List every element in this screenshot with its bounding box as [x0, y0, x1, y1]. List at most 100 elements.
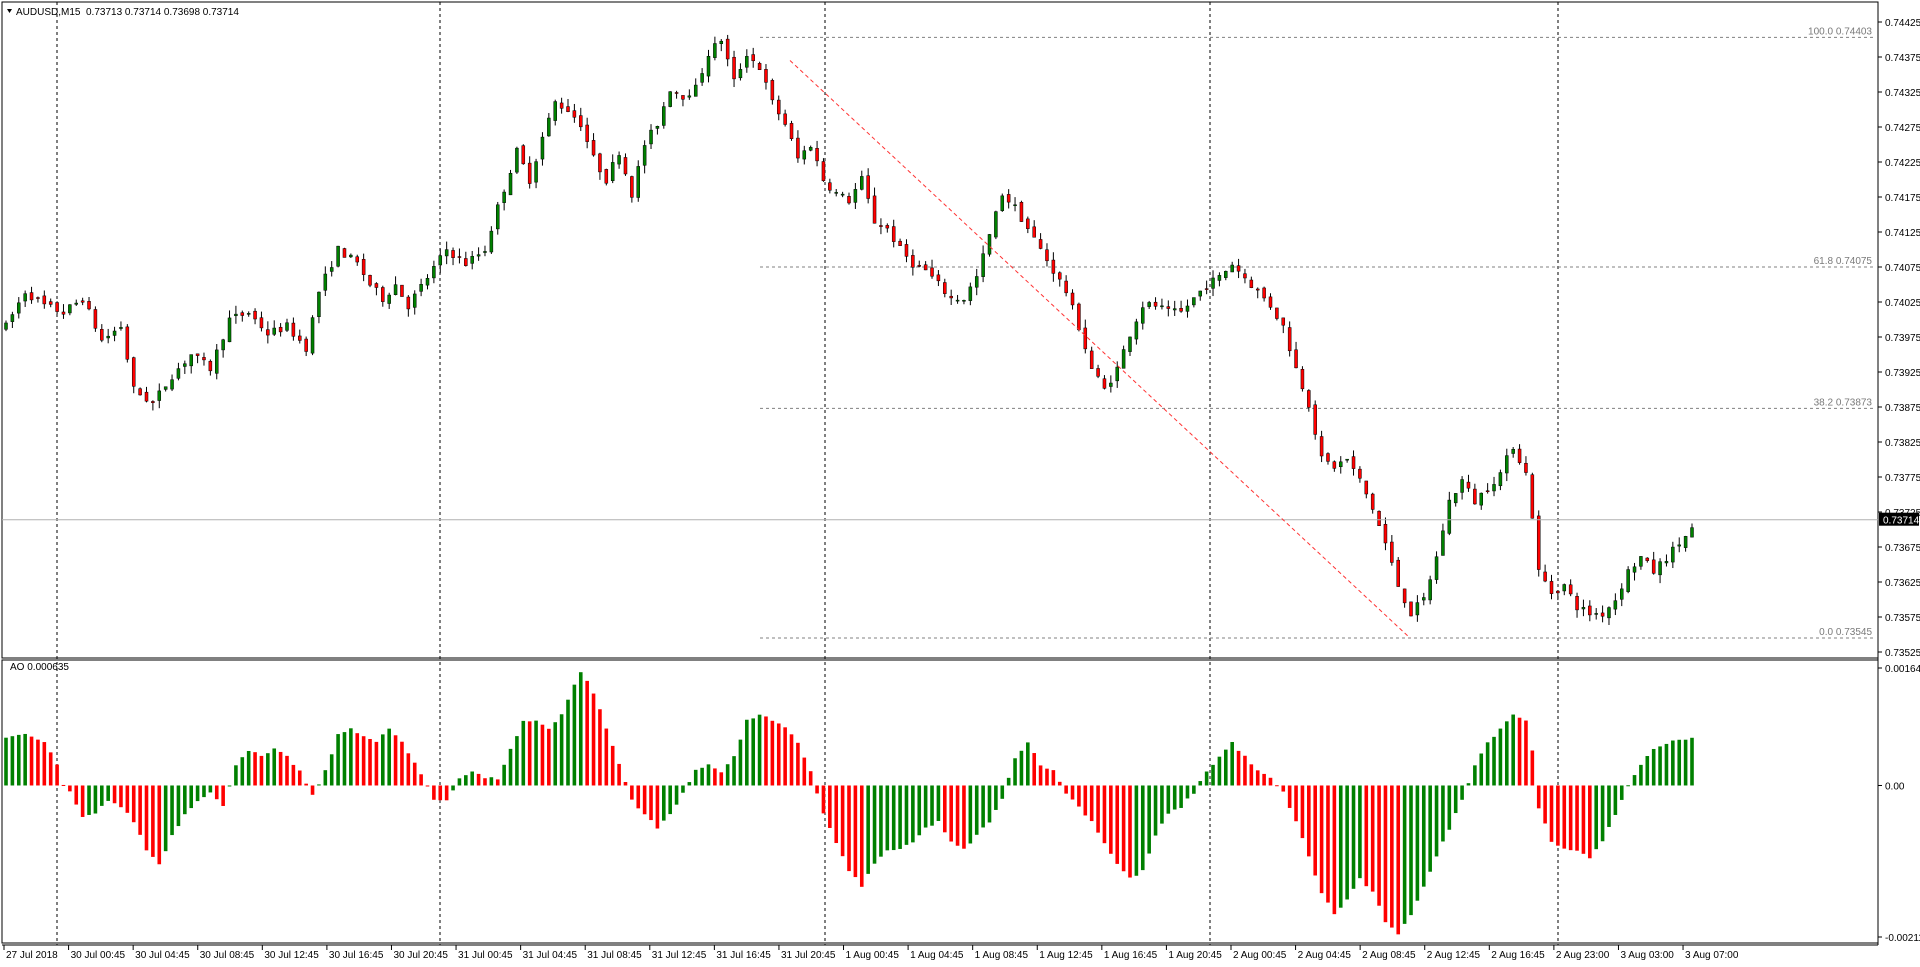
- candle-body: [227, 317, 232, 343]
- time-tick-label: 1 Aug 12:45: [1039, 950, 1093, 961]
- ao-bar: [853, 785, 858, 878]
- candle-body: [1032, 226, 1036, 238]
- ao-bar: [1645, 756, 1650, 786]
- candle-body: [17, 302, 21, 314]
- ao-bar: [1192, 785, 1196, 794]
- candle-body: [649, 129, 653, 145]
- candle-body: [904, 244, 909, 257]
- time-tick-label: 2 Aug 04:45: [1298, 950, 1352, 961]
- candle-body: [444, 249, 449, 257]
- price-axis: 0.74425 0.74375 0.74325 0.74275 0.74225 0.741…: [1878, 18, 1920, 659]
- time-tick-label: 2 Aug 08:45: [1362, 950, 1416, 961]
- candle-body: [202, 357, 206, 361]
- ao-tick-label: 0.00: [1885, 781, 1905, 792]
- candle-body: [151, 401, 155, 403]
- ao-bar: [1019, 750, 1024, 786]
- price-tick-label: 0.73975: [1885, 333, 1920, 344]
- ao-bar: [112, 785, 117, 804]
- candle-body: [1517, 448, 1522, 463]
- candle-body: [138, 388, 142, 396]
- ao-bar: [4, 737, 8, 786]
- candle-body: [636, 166, 640, 198]
- ao-bar: [1070, 785, 1075, 800]
- candle-body: [1588, 605, 1592, 616]
- ao-bar: [464, 775, 468, 786]
- candle-body: [623, 157, 628, 175]
- ao-bar: [981, 785, 985, 828]
- candle-body: [923, 264, 928, 271]
- candle-body: [1255, 288, 1260, 291]
- ao-bar: [1332, 785, 1337, 915]
- candle-body: [298, 335, 302, 341]
- time-tick-label: 31 Jul 16:45: [716, 950, 771, 961]
- price-tick-label: 0.73925: [1885, 368, 1920, 379]
- time-tick-label: 3 Aug 03:00: [1620, 950, 1674, 961]
- ao-bar: [291, 764, 296, 786]
- ao-bar: [1121, 785, 1126, 872]
- candle-body: [598, 153, 602, 173]
- candle-body: [1396, 559, 1400, 587]
- ao-bar: [1307, 785, 1311, 857]
- candle-body: [770, 80, 775, 101]
- ao-bar: [68, 785, 72, 792]
- candle-body: [1275, 307, 1279, 319]
- ao-bar: [310, 785, 315, 795]
- ao-bar: [297, 770, 302, 786]
- candle-body: [221, 339, 225, 351]
- candle-body: [981, 253, 985, 277]
- price-candles: [2, 34, 1878, 626]
- time-tick-label: 30 Jul 00:45: [71, 950, 126, 961]
- ao-bar: [713, 768, 717, 786]
- awesome-oscillator-bars: [4, 672, 1694, 935]
- candle-body: [617, 155, 621, 165]
- ao-bar: [1179, 785, 1183, 808]
- ao-bar: [1281, 785, 1286, 792]
- ao-bar: [1109, 785, 1113, 854]
- ao-bar: [1453, 785, 1458, 814]
- ao-bar: [214, 785, 219, 800]
- candle-body: [1294, 349, 1298, 369]
- candle-body: [304, 338, 308, 352]
- candle-body: [1313, 404, 1317, 435]
- ao-tick-label: 0.001643: [1885, 664, 1920, 675]
- trendline-segment[interactable]: [789, 60, 1411, 639]
- ao-bar: [630, 785, 634, 800]
- candle-body: [349, 254, 353, 258]
- candle-body: [719, 40, 724, 44]
- ao-bar: [828, 785, 832, 828]
- ao-bar: [1671, 740, 1675, 786]
- candle-body: [266, 329, 270, 336]
- candle-body: [419, 284, 423, 292]
- ao-bar: [1211, 764, 1215, 786]
- candle-body: [738, 69, 743, 79]
- ao-bar: [406, 753, 411, 786]
- ao-bar: [16, 734, 21, 786]
- candle-body: [272, 327, 276, 335]
- ao-bar: [10, 736, 15, 786]
- ao-bar: [1268, 777, 1273, 786]
- ao-bar: [674, 785, 679, 805]
- ao-bar: [1249, 764, 1254, 786]
- candle-body: [502, 191, 506, 203]
- ao-bar: [470, 771, 475, 786]
- trendline[interactable]: [789, 60, 1411, 639]
- candle-body: [936, 274, 941, 282]
- ao-bar: [380, 734, 385, 786]
- candle-body: [553, 101, 557, 121]
- ao-bar: [649, 785, 653, 821]
- candle-body: [668, 91, 672, 107]
- ao-bar: [1428, 785, 1432, 872]
- candle-body: [968, 286, 973, 301]
- candle-body: [840, 193, 845, 196]
- time-tick-label: 1 Aug 08:45: [975, 950, 1029, 961]
- candle-body: [1677, 544, 1681, 547]
- collapse-triangle-icon[interactable]: [7, 9, 12, 13]
- ao-bar: [99, 785, 104, 806]
- ao-bar: [1511, 714, 1515, 786]
- ao-bar: [1690, 737, 1694, 786]
- ao-bar: [1345, 785, 1349, 900]
- candle-body: [400, 284, 404, 297]
- ao-bar: [1619, 785, 1624, 800]
- candle-body: [157, 390, 162, 401]
